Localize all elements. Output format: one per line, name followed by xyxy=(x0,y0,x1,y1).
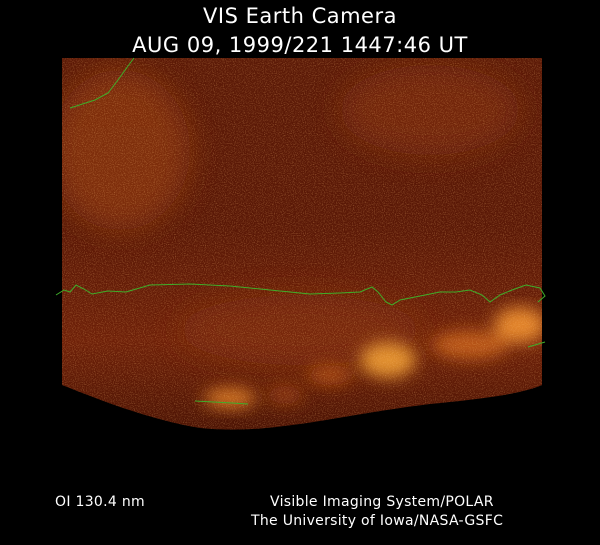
image-timestamp: AUG 09, 1999/221 1447:46 UT xyxy=(132,33,468,57)
coastline-overlay xyxy=(55,57,546,405)
credit-line-1: Visible Imaging System/POLAR xyxy=(270,494,494,510)
wavelength-label: OI 130.4 nm xyxy=(55,494,145,510)
image-disk xyxy=(62,58,542,430)
credit-line-2: The University of Iowa/NASA-GSFC xyxy=(251,513,504,529)
image-title: VIS Earth Camera xyxy=(203,4,397,28)
